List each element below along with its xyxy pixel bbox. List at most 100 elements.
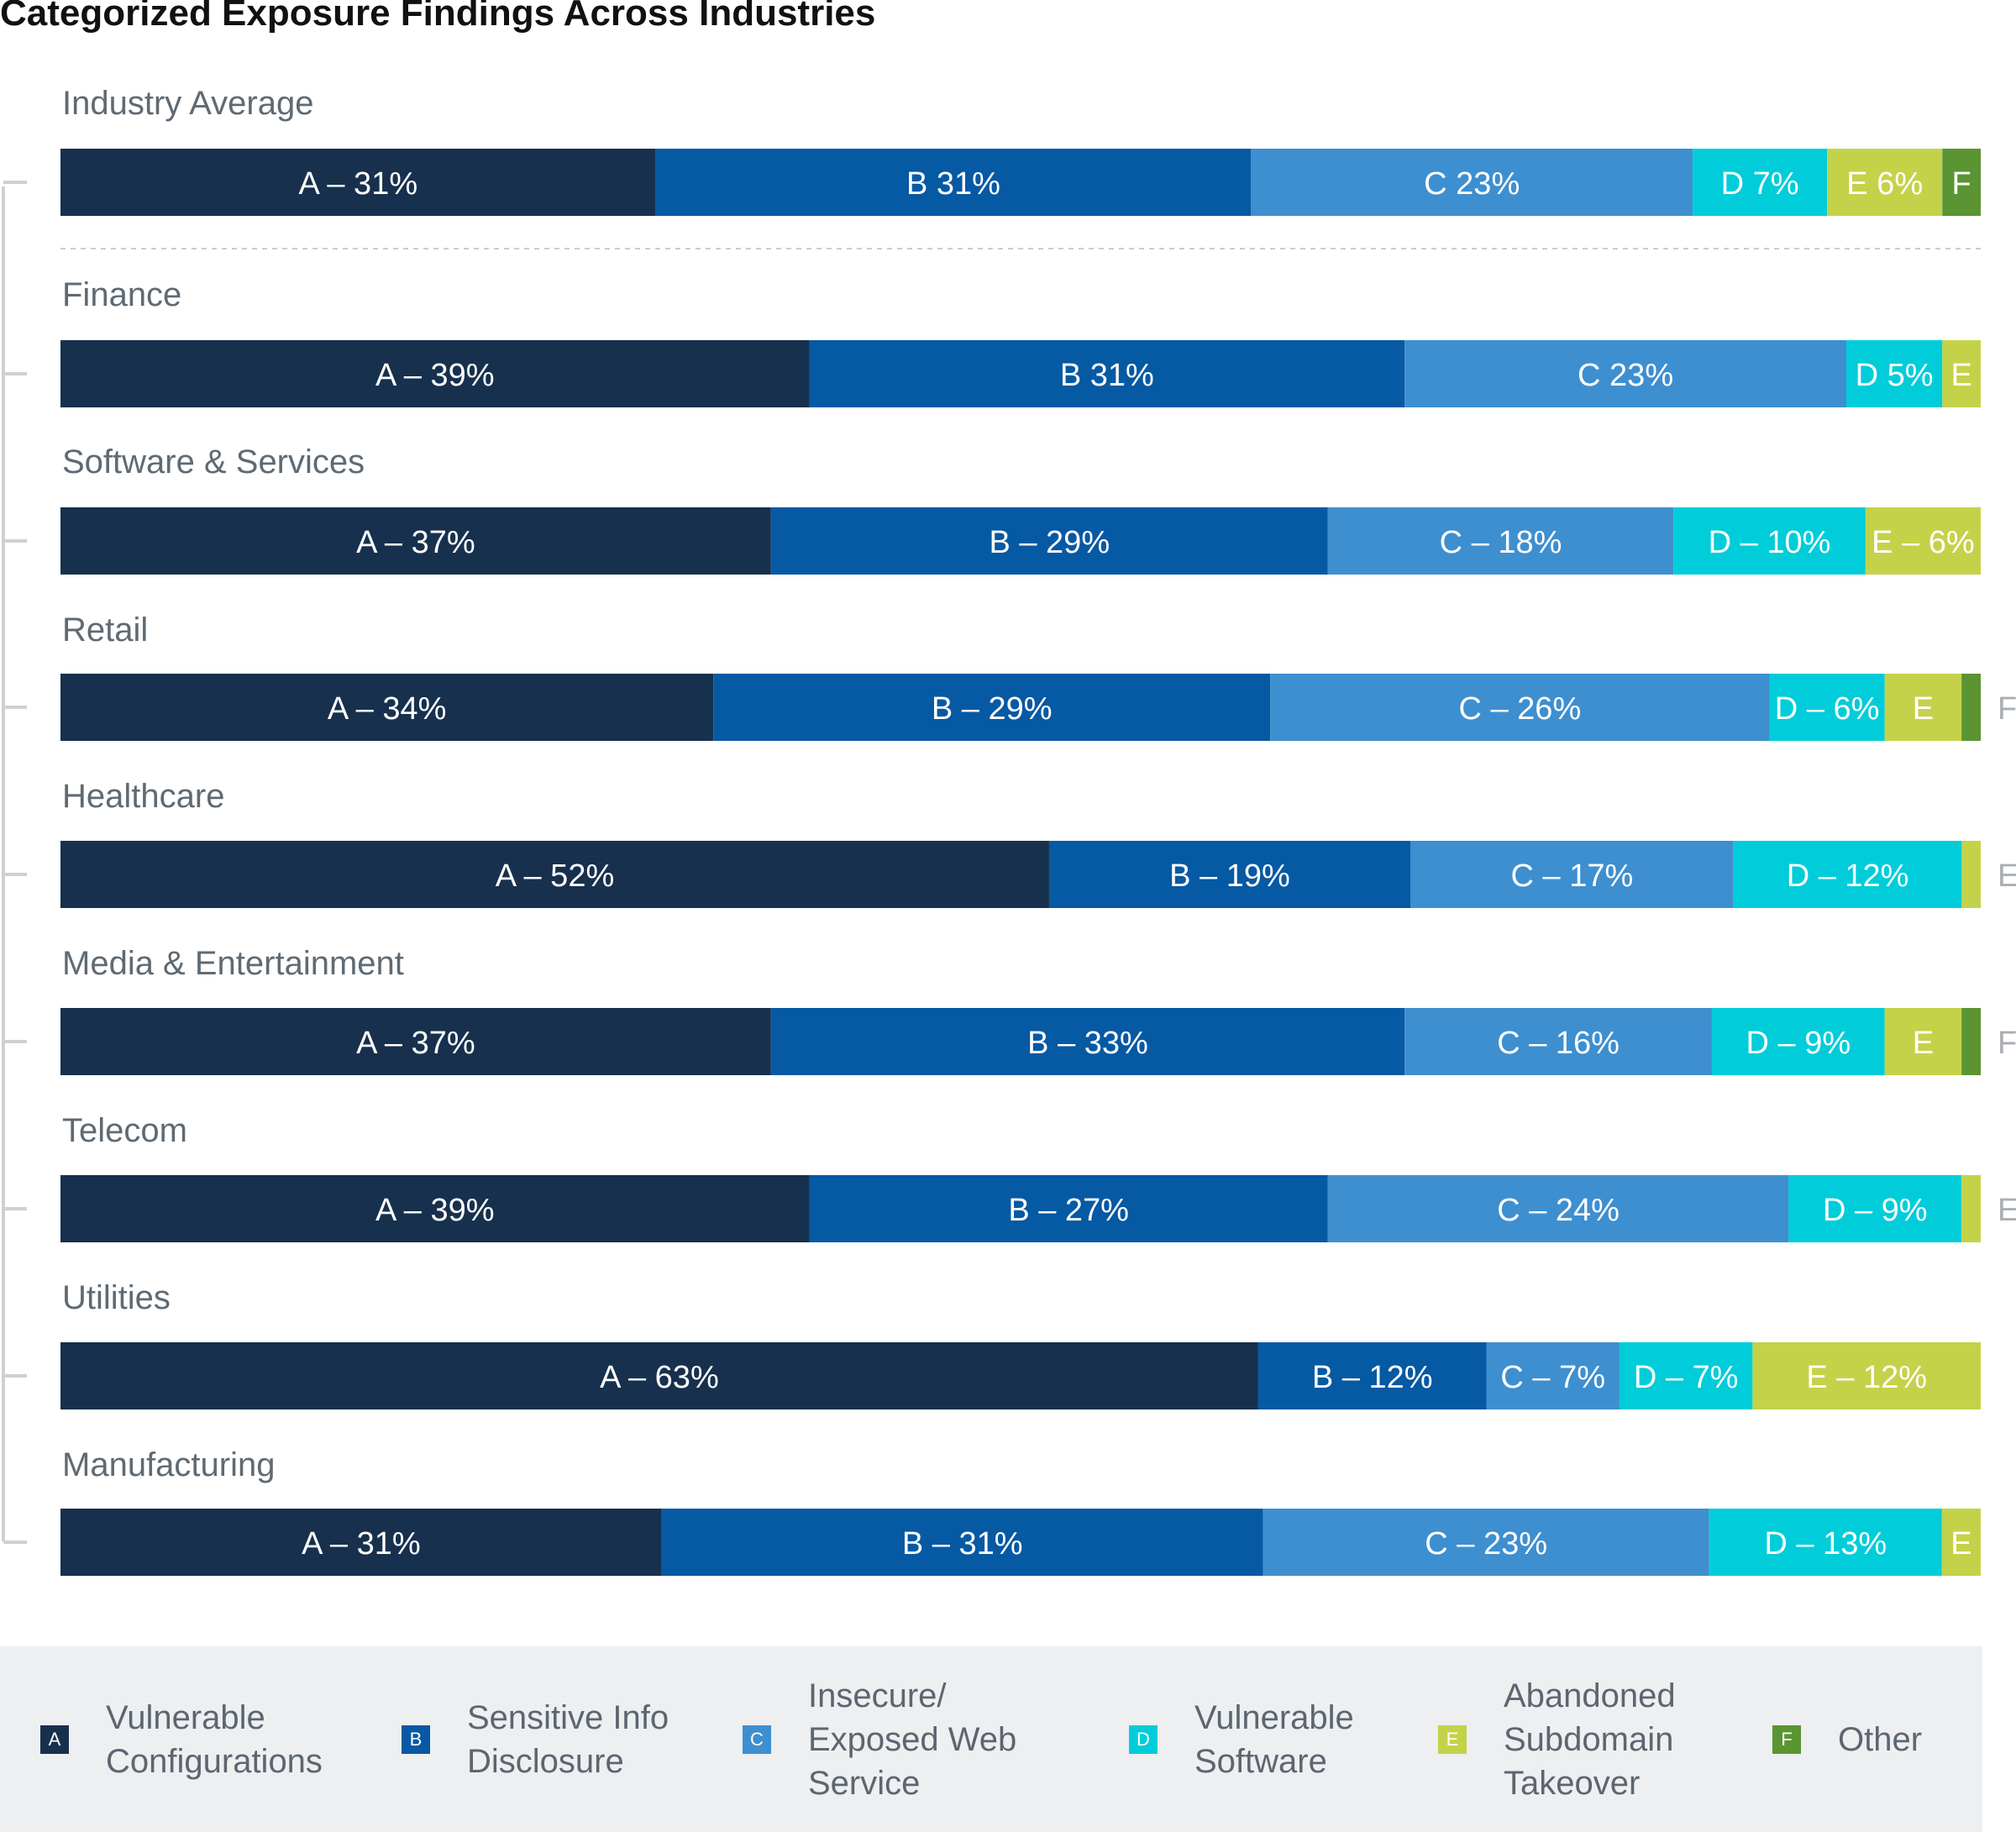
bar-segment-b	[655, 149, 1252, 216]
segment-label: B – 27%	[1008, 1193, 1129, 1228]
bar-segment-d	[1619, 1342, 1753, 1409]
segment-label: C – 7%	[1500, 1360, 1605, 1395]
outside-label: F	[1998, 691, 2016, 727]
legend-label: Sensitive Info Disclosure	[467, 1698, 669, 1780]
segment-label: C – 16%	[1497, 1026, 1620, 1061]
legend-swatch: D	[1129, 1724, 1158, 1754]
row-label: Retail	[62, 612, 148, 648]
bar-segment-a	[60, 841, 1049, 908]
row-label: Healthcare	[62, 778, 224, 815]
bar-segment-b	[713, 674, 1271, 741]
segment-label: A – 31%	[302, 1526, 421, 1562]
bar-segment-e	[1865, 507, 1981, 575]
segment-label: A – 37%	[356, 1026, 475, 1061]
row-label: Finance	[62, 276, 181, 313]
legend-item: B Sensitive Info Disclosure	[402, 1646, 694, 1832]
segment-label: E	[1913, 1026, 1934, 1061]
bar-segment-d	[1711, 1008, 1885, 1075]
segment-label: B 31%	[906, 166, 1000, 202]
bar-segment-b	[661, 1509, 1263, 1576]
chart-title: Categorized Exposure Findings Across Ind…	[0, 0, 875, 34]
bar-segment-f	[1942, 149, 1981, 216]
bar-segment-e	[1884, 1008, 1962, 1075]
segment-label: E 6%	[1846, 166, 1923, 202]
bar-segment-e	[1941, 1509, 1981, 1576]
bar-segment-b	[770, 507, 1328, 575]
bar-segment-e	[1961, 841, 1981, 908]
segment-label: D – 9%	[1746, 1026, 1851, 1061]
bar-segment-a	[60, 674, 714, 741]
legend-swatch: C	[743, 1724, 771, 1754]
segment-label: E – 12%	[1806, 1360, 1927, 1395]
legend-label: Vulnerable Software	[1194, 1698, 1354, 1780]
row-label: Media & Entertainment	[62, 945, 404, 982]
segment-label: B – 31%	[902, 1526, 1023, 1562]
row-label: Software & Services	[62, 444, 365, 480]
segment-label: B – 19%	[1169, 858, 1290, 894]
segment-label: A – 39%	[375, 358, 495, 393]
segment-label: A – 52%	[496, 858, 615, 894]
row-label: Industry Average	[62, 85, 313, 122]
legend-swatch: B	[402, 1724, 430, 1754]
bar-segment-d	[1673, 507, 1866, 575]
row-label: Utilities	[62, 1279, 171, 1316]
segment-label: A – 63%	[600, 1360, 719, 1395]
segment-label: B – 33%	[1027, 1026, 1148, 1061]
bar-segment-b	[809, 340, 1405, 407]
segment-label: E	[1950, 358, 1971, 393]
legend-item: C Insecure/ Exposed Web Service	[743, 1646, 1035, 1832]
bar-segment-e	[1942, 340, 1981, 407]
bar-segment-a	[60, 507, 771, 575]
segment-label: C 23%	[1424, 166, 1520, 202]
bar-segment-b	[809, 1175, 1328, 1242]
bar-segment-a	[60, 340, 810, 407]
chart-marks: Industry Average A – 31% B 31% C 23% D 7% E 6…	[2, 85, 2016, 1576]
bar-segment-b	[1048, 841, 1410, 908]
bar-segment-e	[1827, 149, 1943, 216]
legend-label: Other	[1838, 1720, 1923, 1758]
bar-segment-c	[1251, 149, 1693, 216]
segment-label: D – 10%	[1709, 525, 1831, 560]
segment-label: B – 29%	[989, 525, 1110, 560]
outside-label: E	[1998, 858, 2016, 894]
segment-label: E	[1913, 691, 1934, 727]
bar-segment-d	[1693, 149, 1828, 216]
bar-segment-d	[1845, 340, 1943, 407]
bar-segment-b	[770, 1008, 1405, 1075]
bar-segment-c	[1486, 1342, 1620, 1409]
segment-label: B – 12%	[1312, 1360, 1433, 1395]
outside-label: F	[1998, 1026, 2016, 1061]
segment-label: B – 29%	[932, 691, 1053, 727]
segment-label: C – 18%	[1440, 525, 1562, 560]
segment-label: A – 39%	[375, 1193, 495, 1228]
segment-label: D – 6%	[1775, 691, 1880, 727]
segment-label: D – 13%	[1764, 1526, 1887, 1562]
segment-label: E – 6%	[1872, 525, 1975, 560]
legend-swatch: E	[1438, 1724, 1467, 1754]
bar-segment-d	[1709, 1509, 1942, 1576]
bar-segment-c	[1404, 1008, 1712, 1075]
segment-label: A – 34%	[328, 691, 447, 727]
legend-label: Vulnerable Configurations	[106, 1698, 323, 1780]
segment-label: A – 31%	[299, 166, 418, 202]
segment-label: F	[1952, 166, 1971, 202]
row-label: Manufacturing	[62, 1446, 275, 1483]
legend: A Vulnerable Configurations B Sensitive Inf…	[0, 1646, 1982, 1832]
legend-swatch: A	[40, 1724, 69, 1754]
segment-label: D 5%	[1856, 358, 1934, 393]
legend-label: Insecure/ Exposed Web Service	[808, 1677, 1017, 1802]
row-label: Telecom	[62, 1112, 187, 1149]
segment-label: C – 17%	[1511, 858, 1634, 894]
segment-label: D – 7%	[1634, 1360, 1739, 1395]
segment-label: D – 12%	[1787, 858, 1909, 894]
legend-item: A Vulnerable Configurations	[40, 1646, 349, 1832]
legend-item: F Other	[1772, 1646, 1939, 1832]
bar-segment-a	[60, 1008, 771, 1075]
segment-label: C 23%	[1578, 358, 1673, 393]
bar-segment-c	[1263, 1509, 1709, 1576]
legend-label: Abandoned Subdomain Takeover	[1504, 1677, 1676, 1802]
bar-segment-c	[1410, 841, 1734, 908]
bar-segment-a	[60, 1509, 662, 1576]
bar-segment-c	[1327, 507, 1674, 575]
bar-segment-c	[1404, 340, 1846, 407]
